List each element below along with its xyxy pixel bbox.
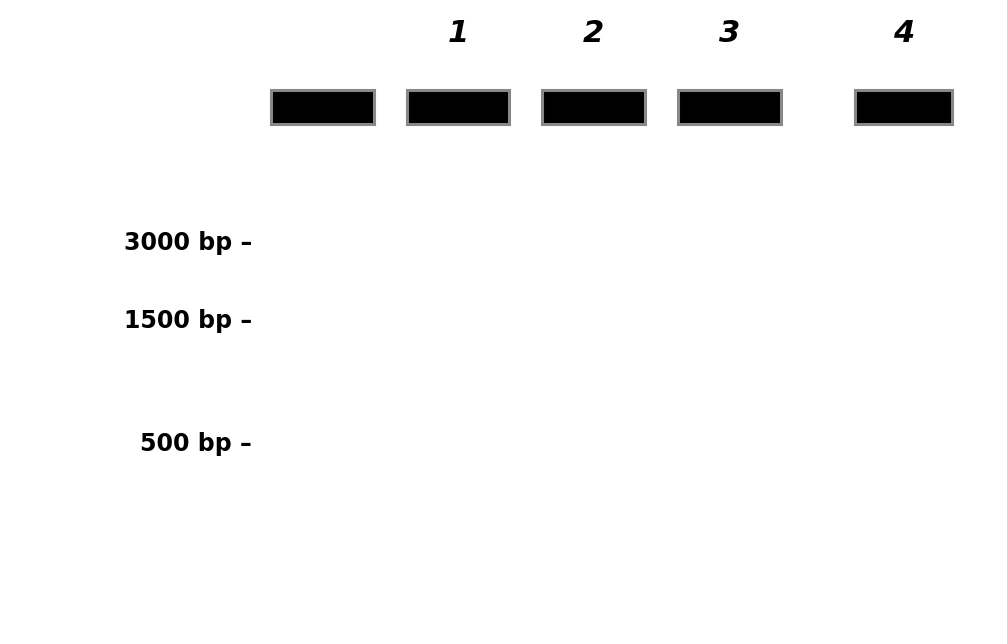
- Bar: [674, 238, 784, 247]
- Bar: [278, 354, 367, 361]
- Text: 3000 bp –: 3000 bp –: [124, 231, 252, 255]
- Text: 500 bp –: 500 bp –: [140, 432, 252, 456]
- Bar: [846, 434, 962, 443]
- Bar: [855, 90, 952, 124]
- Bar: [271, 90, 374, 124]
- Text: 4: 4: [893, 19, 914, 48]
- Bar: [674, 220, 784, 229]
- Bar: [278, 279, 367, 287]
- Bar: [539, 559, 649, 567]
- Bar: [407, 90, 510, 124]
- Bar: [278, 216, 367, 224]
- Bar: [278, 296, 367, 303]
- Bar: [278, 383, 367, 390]
- Bar: [278, 433, 367, 441]
- Text: 1500 bp –: 1500 bp –: [124, 308, 252, 332]
- Text: 2: 2: [583, 19, 604, 48]
- Bar: [278, 365, 367, 374]
- Bar: [278, 175, 367, 184]
- Bar: [278, 231, 367, 238]
- Bar: [278, 312, 367, 320]
- Bar: [678, 90, 780, 124]
- Bar: [278, 187, 367, 195]
- Bar: [400, 155, 516, 164]
- Bar: [278, 341, 367, 349]
- Bar: [278, 559, 367, 567]
- Bar: [278, 242, 367, 250]
- Bar: [278, 147, 367, 155]
- Bar: [542, 90, 645, 124]
- Bar: [278, 256, 367, 264]
- Text: 3: 3: [719, 19, 740, 48]
- Text: 1: 1: [447, 19, 468, 48]
- Bar: [278, 164, 367, 171]
- Bar: [278, 327, 367, 335]
- Bar: [278, 397, 367, 404]
- Bar: [278, 411, 367, 419]
